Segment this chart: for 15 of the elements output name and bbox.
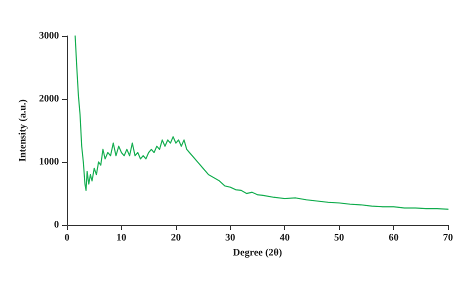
- y-tick-label: 2000: [39, 94, 59, 104]
- y-tick-label: 0: [54, 220, 59, 230]
- y-tick-label: 3000: [39, 30, 59, 42]
- x-tick-label: 30: [225, 232, 236, 244]
- x-tick-label: 0: [64, 232, 70, 244]
- x-tick-label: 40: [280, 232, 290, 244]
- x-tick-label: 20: [170, 232, 181, 244]
- x-tick-label: 70: [443, 232, 453, 244]
- y-axis-title: Intensity (a.u.): [18, 99, 29, 162]
- line-series: [74, 35, 449, 210]
- y-tick-label: 1000: [39, 156, 59, 168]
- x-tick-label: 10: [116, 232, 126, 244]
- x-tick-label: 60: [388, 232, 399, 244]
- x-axis-title: Degree (2θ): [232, 247, 282, 258]
- x-tick-label: 50: [334, 232, 344, 244]
